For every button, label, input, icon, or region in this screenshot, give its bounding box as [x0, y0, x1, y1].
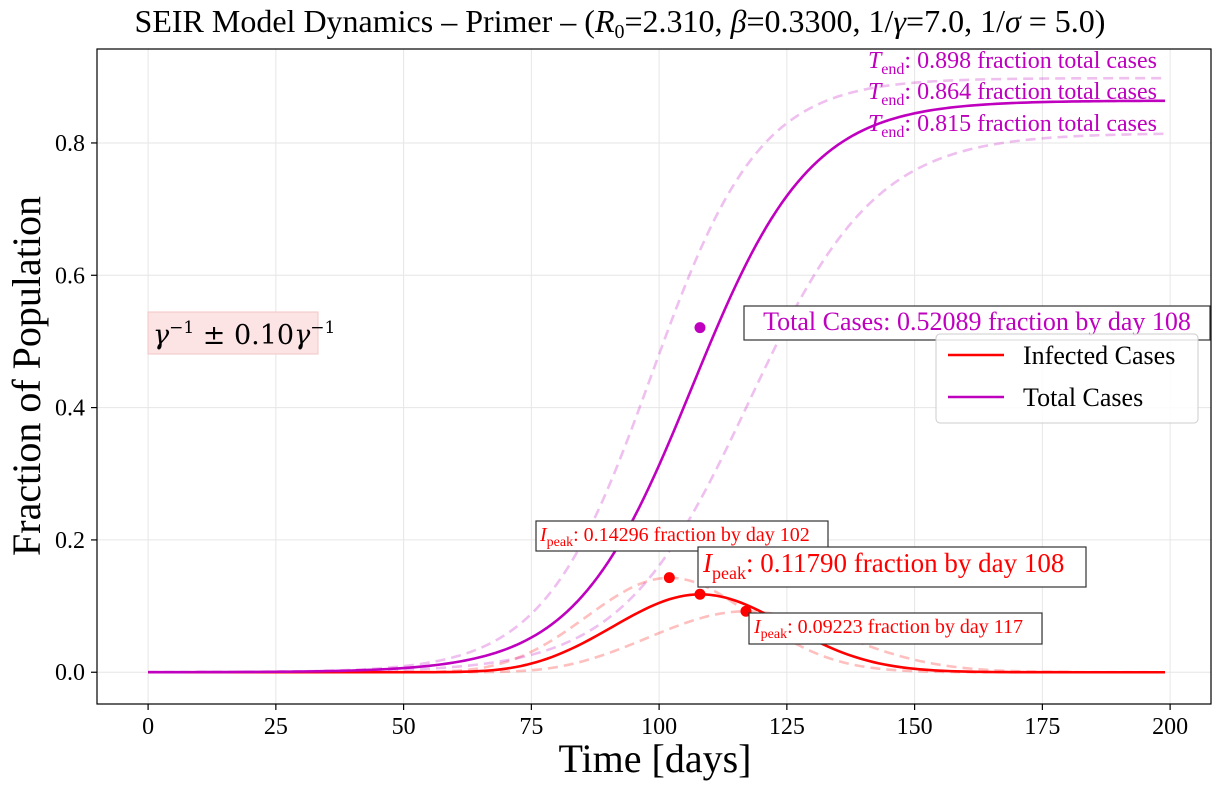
x-tick-label: 125: [769, 714, 805, 740]
data-point-marker: [694, 588, 706, 600]
tend-label-main: Tend: 0.864 fraction total cases: [868, 79, 1157, 109]
y-tick-label: 0.2: [55, 528, 85, 554]
y-axis-label: Fraction of Population: [4, 196, 49, 556]
y-tick-label: 0.6: [55, 263, 85, 289]
legend-label-infected: Infected Cases: [1023, 341, 1175, 370]
legend-label-total: Total Cases: [1023, 383, 1143, 412]
x-tick-label: 150: [897, 714, 933, 740]
tend-label-upper: Tend: 0.898 fraction total cases: [868, 48, 1157, 78]
chart-title: SEIR Model Dynamics – Primer – (R0=2.310…: [135, 3, 1106, 43]
x-tick-label: 200: [1152, 714, 1188, 740]
x-tick-label: 0: [142, 714, 154, 740]
legend: Infected Cases Total Cases: [935, 333, 1199, 424]
x-tick-label: 100: [641, 714, 677, 740]
ipeak-label-upper: Ipeak: 0.14296 fraction by day 102: [539, 524, 810, 550]
tend-label-lower: Tend: 0.815 fraction total cases: [868, 111, 1157, 141]
data-point-marker: [694, 322, 706, 334]
plot-frame: [96, 48, 1212, 705]
x-tick-label: 25: [264, 714, 288, 740]
ipeak-label-main: Ipeak: 0.11790 fraction by day 108: [702, 548, 1064, 583]
x-tick-label: 175: [1024, 714, 1060, 740]
series-layer: [148, 76, 1166, 674]
ipeak-box-lower: [748, 612, 1043, 645]
ipeak-box-upper: [535, 520, 829, 552]
y-tick-label: 0.4: [55, 396, 85, 422]
x-tick-label: 75: [519, 714, 543, 740]
series-line-total: [148, 99, 1166, 674]
gamma-range-label: γ−1 ± 0.10γ−1: [153, 318, 335, 351]
data-point-marker: [663, 572, 675, 584]
x-axis-label: Time [days]: [559, 736, 752, 781]
gamma-range-box: [147, 311, 319, 355]
ipeak-box-main: [697, 546, 1087, 588]
marker-layer: [663, 322, 752, 617]
x-tick-label: 50: [392, 714, 416, 740]
total-cases-label: Total Cases: 0.52089 fraction by day 108: [763, 307, 1191, 336]
tick-layer: 0 25 50 75 100 125 150 175 200 0.0 0.2 0.4 0.6 0.8: [55, 131, 1188, 740]
y-tick-label: 0.8: [55, 131, 85, 157]
ipeak-label-lower: Ipeak: 0.09223 fraction by day 117: [753, 616, 1023, 642]
y-tick-label: 0.0: [55, 660, 85, 686]
